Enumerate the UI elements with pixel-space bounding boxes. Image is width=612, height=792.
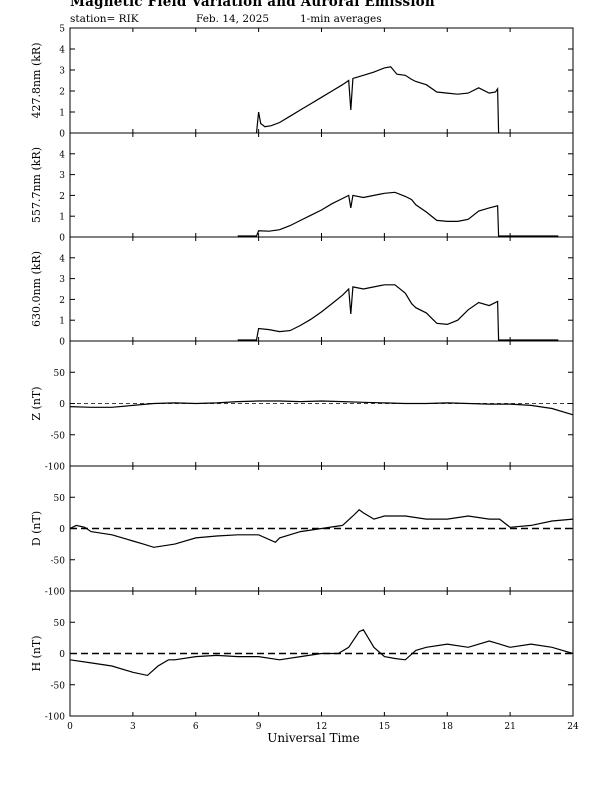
- y-tick-label: 3: [59, 275, 65, 285]
- y-axis-label-6: H (nT): [30, 635, 43, 671]
- y-tick-label: 1: [59, 213, 65, 223]
- y-tick-label: 0: [59, 130, 65, 140]
- series-line-2: [237, 191, 559, 237]
- y-tick-label: 50: [54, 619, 66, 629]
- y-tick-label: 0: [59, 234, 65, 244]
- y-tick-label: -100: [45, 588, 65, 598]
- y-axis-label-3: 630.0nm (kR): [30, 251, 43, 327]
- y-axis-label-2: 557.7nm (kR): [30, 147, 43, 223]
- x-tick-label: 9: [256, 722, 262, 732]
- y-axis-label-4: Z (nT): [30, 386, 43, 420]
- y-tick-label: 5: [59, 25, 65, 35]
- series-line-6: [69, 629, 574, 677]
- y-tick-label: -100: [45, 713, 65, 723]
- x-tick-label: 21: [504, 722, 515, 732]
- panel-frame-1: [69, 27, 574, 134]
- x-tick-label: 15: [379, 722, 391, 732]
- series-line-1: [255, 66, 500, 134]
- y-tick-label: 0: [59, 338, 65, 348]
- x-tick-label: 0: [67, 722, 73, 732]
- date-label: Feb. 14, 2025: [196, 13, 270, 25]
- x-axis-label: Universal Time: [267, 731, 360, 745]
- y-tick-label: 2: [59, 296, 65, 306]
- x-tick-label: 24: [567, 722, 579, 732]
- panel-frame-3: [69, 236, 574, 342]
- y-tick-label: 4: [59, 150, 65, 160]
- series-line-5: [69, 509, 574, 548]
- y-tick-label: 50: [54, 369, 66, 379]
- chart-title: Magnetic Field Variation and Auroral Emi…: [70, 0, 435, 10]
- station-label: station= RIK: [70, 13, 139, 25]
- y-tick-label: 3: [59, 171, 65, 181]
- y-tick-label: 1: [59, 109, 65, 119]
- y-tick-label: 0: [59, 650, 65, 660]
- x-tick-label: 12: [316, 722, 327, 732]
- y-tick-label: -100: [45, 463, 65, 473]
- series-line-3: [237, 284, 559, 341]
- x-tick-label: 6: [193, 722, 199, 732]
- y-tick-label: 2: [59, 192, 65, 202]
- y-tick-label: 4: [59, 254, 65, 264]
- y-tick-label: 3: [59, 67, 65, 77]
- y-tick-label: 50: [54, 494, 66, 504]
- y-tick-label: 0: [59, 400, 65, 410]
- y-tick-label: 1: [59, 317, 65, 327]
- y-tick-label: 0: [59, 525, 65, 535]
- y-tick-label: -50: [51, 431, 66, 441]
- x-tick-label: 3: [130, 722, 136, 732]
- y-tick-label: 4: [59, 46, 65, 56]
- y-axis-label-1: 427.8nm (kR): [30, 42, 43, 118]
- y-tick-label: -50: [51, 681, 66, 691]
- series-line-4: [69, 400, 574, 416]
- averaging-label: 1-min averages: [300, 13, 382, 25]
- x-tick-label: 18: [442, 722, 454, 732]
- y-tick-label: -50: [51, 556, 66, 566]
- y-tick-label: 2: [59, 88, 65, 98]
- y-axis-label-5: D (nT): [30, 511, 43, 546]
